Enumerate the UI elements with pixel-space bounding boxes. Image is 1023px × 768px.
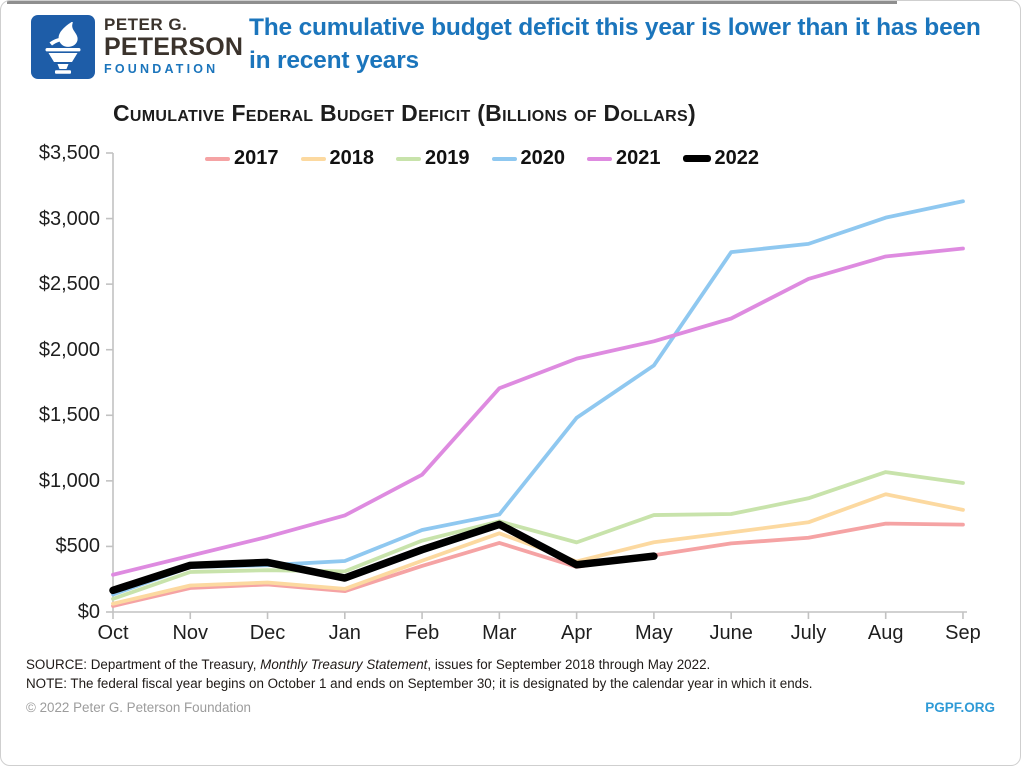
legend-label-2021: 2021 <box>616 147 661 169</box>
legend-swatch-2020 <box>491 156 517 161</box>
chart-title: Cumulative Federal Budget Deficit (Billi… <box>113 100 696 126</box>
note-text: NOTE: The federal fiscal year begins on … <box>26 676 813 691</box>
y-axis-label: $2,000 <box>38 338 100 361</box>
source-suffix: , issues for September 2018 through May … <box>427 657 711 672</box>
legend-swatch-2018 <box>300 156 326 161</box>
x-axis-label: Aug <box>867 622 904 644</box>
source-prefix: SOURCE: Department of the Treasury, <box>26 657 261 672</box>
legend-item-2018: 2018 <box>300 147 375 170</box>
legend-item-2017: 2017 <box>205 147 279 170</box>
y-axis-label: $1,000 <box>38 469 100 492</box>
legend-swatch-2021 <box>587 156 612 161</box>
peterson-foundation-logo <box>31 15 95 79</box>
x-axis-label: June <box>709 622 753 644</box>
legend-item-2021: 2021 <box>587 147 661 170</box>
top-divider <box>7 1 897 4</box>
legend-item-2020: 2020 <box>491 147 566 170</box>
source-text: SOURCE: Department of the Treasury, Mont… <box>26 657 710 672</box>
copyright-text: © 2022 Peter G. Peterson Foundation <box>26 700 251 715</box>
legend-item-2019: 2019 <box>396 147 470 170</box>
pgpf-org-link[interactable]: PGPF.ORG <box>925 700 995 715</box>
x-axis-label: Apr <box>561 622 593 644</box>
logo-wordmark: PETER G. PETERSON FOUNDATION <box>104 16 243 76</box>
x-axis-label: May <box>634 622 673 644</box>
legend-item-2022: 2022 <box>682 147 760 170</box>
legend-label-2017: 2017 <box>234 147 279 169</box>
y-axis-label: $0 <box>77 601 100 623</box>
y-axis-label: $3,500 <box>38 142 100 164</box>
y-axis-label: $500 <box>55 535 101 558</box>
y-axis-label: $1,500 <box>38 404 100 427</box>
legend-label-2019: 2019 <box>425 147 470 169</box>
x-axis-label: Oct <box>97 622 129 644</box>
legend-swatch-2022 <box>682 155 711 162</box>
x-axis-label: Jan <box>328 622 361 644</box>
chart-legend: 2017 2018 2019 2020 2021 2022 <box>1 147 963 170</box>
source-italic: Monthly Treasury Statement <box>260 657 428 672</box>
legend-swatch-2017 <box>205 156 230 161</box>
page-title: The cumulative budget deficit this year … <box>249 14 981 74</box>
legend-label-2020: 2020 <box>520 147 566 169</box>
y-axis-label: $2,500 <box>38 273 100 296</box>
legend-label-2022: 2022 <box>714 147 760 169</box>
logo-line3: FOUNDATION <box>104 62 219 76</box>
torch-icon <box>31 15 95 79</box>
x-axis-label: July <box>790 622 827 644</box>
x-axis-label: Feb <box>404 622 440 644</box>
x-axis-label: Mar <box>482 622 517 644</box>
y-axis-label: $3,000 <box>38 207 100 230</box>
x-axis-label: Sep <box>945 622 981 644</box>
legend-swatch-2019 <box>396 156 421 161</box>
logo-line1: PETER G. <box>104 15 188 34</box>
logo-line2: PETERSON <box>104 33 244 61</box>
x-axis-label: Nov <box>172 622 209 644</box>
x-axis-label: Dec <box>249 622 286 644</box>
legend-label-2018: 2018 <box>329 147 375 169</box>
